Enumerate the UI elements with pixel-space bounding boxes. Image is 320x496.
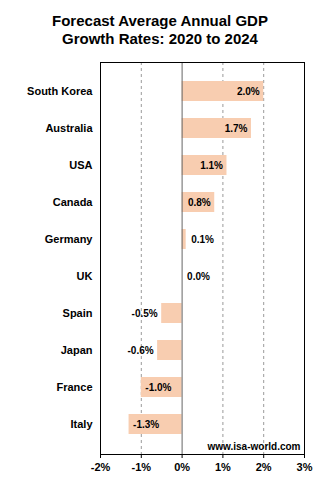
svg-text:0.8%: 0.8% <box>188 197 211 208</box>
svg-text:-2%: -2% <box>91 461 111 473</box>
svg-text:1.1%: 1.1% <box>200 160 223 171</box>
svg-text:0%: 0% <box>174 461 190 473</box>
svg-text:Canada: Canada <box>53 196 94 208</box>
svg-text:-0.6%: -0.6% <box>127 345 153 356</box>
svg-text:Australia: Australia <box>45 122 93 134</box>
svg-text:2%: 2% <box>256 461 272 473</box>
svg-text:1.7%: 1.7% <box>225 123 248 134</box>
svg-text:-1%: -1% <box>132 461 152 473</box>
svg-text:South Korea: South Korea <box>27 85 93 97</box>
svg-text:2.0%: 2.0% <box>237 86 260 97</box>
svg-text:0.0%: 0.0% <box>187 271 210 282</box>
svg-text:Japan: Japan <box>61 344 93 356</box>
svg-text:France: France <box>56 381 92 393</box>
html-text:Forecast Average Annual GDP Gr: Forecast Average Annual GDP Growth Rates… <box>52 12 268 47</box>
svg-text:Germany: Germany <box>45 233 94 245</box>
svg-text:3%: 3% <box>297 461 313 473</box>
svg-text:0.1%: 0.1% <box>191 234 214 245</box>
svg-text:-0.5%: -0.5% <box>132 308 158 319</box>
svg-text:USA: USA <box>69 159 92 171</box>
svg-text:UK: UK <box>77 270 93 282</box>
svg-text:-1.3%: -1.3% <box>133 419 159 430</box>
svg-text:Spain: Spain <box>63 307 93 319</box>
svg-text:1%: 1% <box>215 461 231 473</box>
svg-text:-1.0%: -1.0% <box>145 382 171 393</box>
svg-text:Italy: Italy <box>70 418 93 430</box>
svg-text:www.isa-world.com: www.isa-world.com <box>207 441 301 452</box>
